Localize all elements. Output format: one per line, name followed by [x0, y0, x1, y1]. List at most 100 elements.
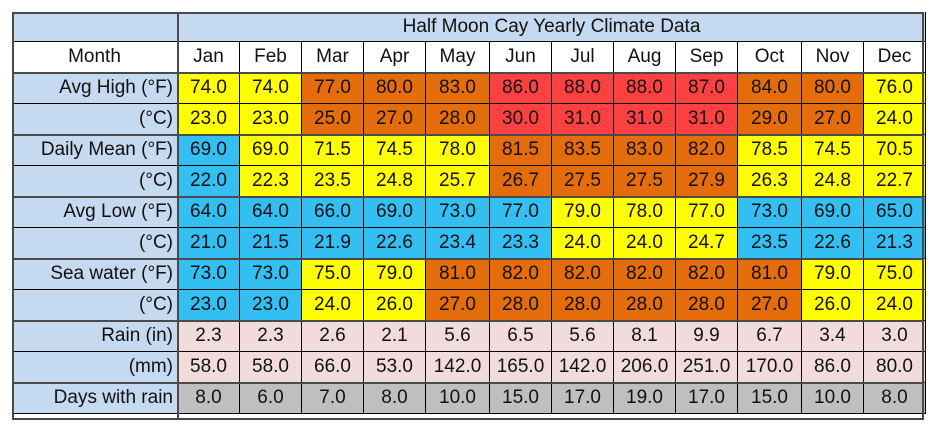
cell-days-with-rain-nov: 10.0	[802, 383, 864, 414]
cell-sea-water-c-oct: 27.0	[738, 290, 802, 321]
cell-sea-water-c-jun: 28.0	[490, 290, 552, 321]
cell-rain-in-feb: 2.3	[240, 321, 302, 352]
cell-sea-water-c-mar: 24.0	[302, 290, 364, 321]
month-header-dec: Dec	[864, 42, 926, 73]
cell-daily-mean-c-jan: 22.0	[178, 166, 240, 197]
cell-rain-mm-sep: 251.0	[676, 352, 738, 383]
cell-avg-low-f-mar: 66.0	[302, 197, 364, 228]
month-header-mar: Mar	[302, 42, 364, 73]
cell-avg-high-c-mar: 25.0	[302, 104, 364, 135]
cell-avg-high-f-apr: 80.0	[364, 73, 426, 104]
cell-avg-low-f-nov: 69.0	[802, 197, 864, 228]
cell-rain-mm-nov: 86.0	[802, 352, 864, 383]
cell-sea-water-c-feb: 23.0	[240, 290, 302, 321]
row-label-daily-mean-f: Daily Mean (°F)	[12, 135, 178, 166]
cell-daily-mean-f-mar: 71.5	[302, 135, 364, 166]
month-header-aug: Aug	[614, 42, 676, 73]
cell-rain-in-jul: 5.6	[552, 321, 614, 352]
cell-rain-mm-feb: 58.0	[240, 352, 302, 383]
cell-sea-water-f-jan: 73.0	[178, 259, 240, 290]
cell-daily-mean-f-jan: 69.0	[178, 135, 240, 166]
cell-avg-low-c-oct: 23.5	[738, 228, 802, 259]
cell-avg-high-c-may: 28.0	[426, 104, 490, 135]
month-header-label: Month	[12, 42, 178, 73]
month-header-oct: Oct	[738, 42, 802, 73]
cell-avg-high-f-dec: 76.0	[864, 73, 926, 104]
cell-days-with-rain-feb: 6.0	[240, 383, 302, 414]
cell-avg-high-c-apr: 27.0	[364, 104, 426, 135]
month-header-apr: Apr	[364, 42, 426, 73]
cell-daily-mean-f-apr: 74.5	[364, 135, 426, 166]
cell-days-with-rain-aug: 19.0	[614, 383, 676, 414]
cell-daily-mean-c-dec: 22.7	[864, 166, 926, 197]
cell-rain-mm-may: 142.0	[426, 352, 490, 383]
cell-avg-low-f-may: 73.0	[426, 197, 490, 228]
cell-avg-high-f-mar: 77.0	[302, 73, 364, 104]
row-label-days-with-rain: Days with rain	[12, 383, 178, 414]
cell-sea-water-f-apr: 79.0	[364, 259, 426, 290]
cell-avg-low-c-may: 23.4	[426, 228, 490, 259]
row-label-sea-water-c: (°C)	[12, 290, 178, 321]
row-label-sea-water-f: Sea water (°F)	[12, 259, 178, 290]
cell-avg-high-c-oct: 29.0	[738, 104, 802, 135]
month-header-feb: Feb	[240, 42, 302, 73]
cell-avg-low-c-jan: 21.0	[178, 228, 240, 259]
row-label-avg-high-c: (°C)	[12, 104, 178, 135]
cell-avg-high-f-oct: 84.0	[738, 73, 802, 104]
cell-avg-low-c-nov: 22.6	[802, 228, 864, 259]
cell-rain-mm-oct: 170.0	[738, 352, 802, 383]
cell-daily-mean-c-feb: 22.3	[240, 166, 302, 197]
cell-days-with-rain-sep: 17.0	[676, 383, 738, 414]
cell-avg-low-c-mar: 21.9	[302, 228, 364, 259]
cell-daily-mean-f-jul: 83.5	[552, 135, 614, 166]
cell-avg-high-c-feb: 23.0	[240, 104, 302, 135]
cell-sea-water-c-jul: 28.0	[552, 290, 614, 321]
cell-avg-high-f-jul: 88.0	[552, 73, 614, 104]
row-label-avg-low-c: (°C)	[12, 228, 178, 259]
cell-sea-water-f-dec: 75.0	[864, 259, 926, 290]
row-label-rain-mm: (mm)	[12, 352, 178, 383]
cell-sea-water-c-dec: 24.0	[864, 290, 926, 321]
cell-sea-water-f-may: 81.0	[426, 259, 490, 290]
month-header-may: May	[426, 42, 490, 73]
cell-daily-mean-c-nov: 24.8	[802, 166, 864, 197]
cell-avg-high-f-aug: 88.0	[614, 73, 676, 104]
cell-avg-low-c-feb: 21.5	[240, 228, 302, 259]
cell-avg-low-f-jun: 77.0	[490, 197, 552, 228]
cell-avg-low-c-sep: 24.7	[676, 228, 738, 259]
cell-daily-mean-c-jul: 27.5	[552, 166, 614, 197]
cell-days-with-rain-mar: 7.0	[302, 383, 364, 414]
cell-avg-low-f-aug: 78.0	[614, 197, 676, 228]
cell-days-with-rain-jun: 15.0	[490, 383, 552, 414]
cell-days-with-rain-oct: 15.0	[738, 383, 802, 414]
cell-rain-in-jan: 2.3	[178, 321, 240, 352]
cell-avg-high-f-may: 83.0	[426, 73, 490, 104]
cell-days-with-rain-jul: 17.0	[552, 383, 614, 414]
cell-sea-water-f-oct: 81.0	[738, 259, 802, 290]
cell-rain-mm-jul: 142.0	[552, 352, 614, 383]
cell-daily-mean-c-mar: 23.5	[302, 166, 364, 197]
cell-avg-low-f-jul: 79.0	[552, 197, 614, 228]
cell-rain-in-sep: 9.9	[676, 321, 738, 352]
cell-avg-high-f-nov: 80.0	[802, 73, 864, 104]
cell-rain-mm-aug: 206.0	[614, 352, 676, 383]
month-header-jul: Jul	[552, 42, 614, 73]
cell-daily-mean-f-feb: 69.0	[240, 135, 302, 166]
cell-avg-high-c-sep: 31.0	[676, 104, 738, 135]
cell-sea-water-f-feb: 73.0	[240, 259, 302, 290]
month-header-sep: Sep	[676, 42, 738, 73]
cell-avg-low-f-apr: 69.0	[364, 197, 426, 228]
cell-avg-low-c-jul: 24.0	[552, 228, 614, 259]
row-label-daily-mean-c: (°C)	[12, 166, 178, 197]
cell-avg-low-f-feb: 64.0	[240, 197, 302, 228]
cell-daily-mean-f-nov: 74.5	[802, 135, 864, 166]
cell-avg-low-f-dec: 65.0	[864, 197, 926, 228]
month-header-jun: Jun	[490, 42, 552, 73]
cell-sea-water-f-mar: 75.0	[302, 259, 364, 290]
cell-rain-in-jun: 6.5	[490, 321, 552, 352]
cell-sea-water-f-sep: 82.0	[676, 259, 738, 290]
cell-rain-in-dec: 3.0	[864, 321, 926, 352]
cell-rain-in-nov: 3.4	[802, 321, 864, 352]
cell-rain-mm-apr: 53.0	[364, 352, 426, 383]
row-label-rain-in: Rain (in)	[12, 321, 178, 352]
